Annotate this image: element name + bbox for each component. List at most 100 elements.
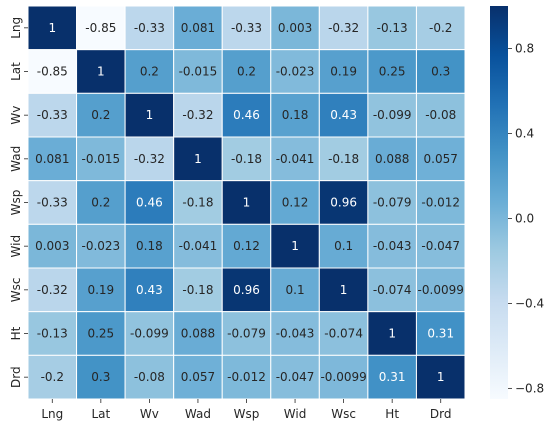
cell-value-label-Lng-Lat: -0.85	[85, 21, 116, 35]
heatmap-cell-Wid-Wad	[173, 223, 223, 269]
cell-value-label-Wsc-Drd: -0.0099	[418, 283, 464, 297]
y-axis: Lng Lat Wv Wad Wsp Wid Wsc Ht Drd	[9, 17, 28, 388]
cell-value-label-Ht-Wad: 0.088	[181, 327, 215, 341]
cell-value-label-Lng-Lng: 1	[48, 21, 56, 35]
heatmap-cell-Ht-Wsp	[221, 311, 272, 356]
y-tick-label-Lat: Lat	[9, 62, 23, 81]
cell-value-label-Drd-Wad: 0.057	[181, 370, 215, 384]
heatmap-cell-Lng-Wid	[270, 5, 320, 51]
heatmap-cell-Drd-Wsc	[318, 354, 369, 400]
heatmap-cell-Drd-Wv	[124, 354, 175, 400]
cell-value-label-Wid-Wv: 0.18	[136, 239, 163, 253]
cell-value-label-Wad-Lat: -0.015	[81, 152, 120, 166]
heatmap-cell-Drd-Wid	[270, 354, 320, 400]
cell-value-label-Wid-Wsc: 0.1	[334, 239, 353, 253]
cell-value-label-Wv-Wsp: 0.46	[233, 108, 260, 122]
heatmap-cell-Wid-Wsp	[221, 223, 272, 269]
colorbar: 0.8 0.4 0.0 −0.4 −0.8	[490, 6, 544, 399]
heatmap-cell-Wid-Lat	[76, 223, 126, 269]
heatmap-cell-Wv-Wad	[173, 92, 223, 138]
cell-value-label-Lng-Wsc: -0.32	[328, 21, 359, 35]
cell-value-label-Wsp-Wad: -0.18	[182, 196, 213, 210]
cell-value-label-Wid-Ht: -0.043	[373, 239, 412, 253]
cell-value-label-Lat-Drd: 0.3	[431, 65, 450, 79]
y-tick-label-Wid: Wid	[9, 235, 23, 258]
colorbar-tick-label-3: −0.4	[515, 296, 544, 310]
cell-value-label-Lat-Lng: -0.85	[37, 65, 68, 79]
heatmap-cell-Wad-Lng	[27, 136, 78, 182]
cell-value-label-Wsc-Wid: 0.1	[286, 283, 305, 297]
heatmap-cell-Wv-Lng	[27, 92, 78, 138]
cell-value-label-Lng-Ht: -0.13	[377, 21, 408, 35]
heatmap-cells	[27, 5, 466, 400]
cell-value-label-Drd-Ht: 0.31	[379, 370, 406, 384]
cell-value-label-Ht-Ht: 1	[388, 327, 396, 341]
heatmap-cell-Ht-Wad	[173, 311, 223, 356]
cell-value-label-Wv-Wsc: 0.43	[330, 108, 357, 122]
heatmap-cell-Drd-Wad	[173, 354, 223, 400]
cell-value-label-Ht-Wid: -0.043	[276, 327, 315, 341]
cell-value-label-Ht-Lat: 0.25	[87, 327, 114, 341]
cell-value-label-Wsc-Lat: 0.19	[87, 283, 114, 297]
x-tick-label-Ht: Ht	[385, 407, 399, 421]
cell-value-label-Wsc-Wad: -0.18	[182, 283, 213, 297]
cell-value-label-Lng-Wv: -0.33	[134, 21, 165, 35]
heatmap-cell-Wid-Wid	[270, 223, 320, 269]
x-tick-label-Drd: Drd	[430, 407, 452, 421]
heatmap-cell-Lat-Wv	[124, 49, 175, 94]
cell-value-label-Wsc-Lng: -0.32	[37, 283, 68, 297]
x-tick-label-Lng: Lng	[41, 407, 63, 421]
cell-value-label-Wsc-Wsc: 1	[340, 283, 348, 297]
cell-value-label-Wid-Wid: 1	[291, 239, 299, 253]
heatmap-cell-Wsp-Lng	[27, 180, 78, 225]
cell-value-label-Wid-Wad: -0.041	[179, 239, 218, 253]
cell-value-label-Wid-Drd: -0.047	[421, 239, 460, 253]
y-tick-label-Ht: Ht	[9, 326, 23, 340]
heatmap-cell-Wsp-Wad	[173, 180, 223, 225]
y-tick-label-Wv: Wv	[9, 106, 23, 125]
cell-value-label-Wv-Ht: -0.099	[373, 108, 412, 122]
heatmap-cell-Wsc-Lng	[27, 267, 78, 313]
y-tick-label-Wsc: Wsc	[9, 277, 23, 302]
cell-value-label-Lat-Wad: -0.015	[179, 65, 218, 79]
heatmap-cell-Ht-Wid	[270, 311, 320, 356]
heatmap-cell-Wid-Ht	[367, 223, 417, 269]
x-axis: Lng Lat Wv Wad Wsp Wid Wsc Ht Drd	[41, 399, 452, 421]
cell-value-label-Wv-Lng: -0.33	[37, 108, 68, 122]
cell-value-label-Wad-Wv: -0.32	[134, 152, 165, 166]
cell-value-label-Lng-Drd: -0.2	[429, 21, 452, 35]
cell-value-label-Wsp-Lat: 0.2	[91, 196, 110, 210]
colorbar-tick-label-0: 0.8	[515, 41, 534, 55]
x-tick-label-Wad: Wad	[185, 407, 211, 421]
cell-value-label-Drd-Lng: -0.2	[41, 370, 64, 384]
cell-value-label-Lat-Ht: 0.25	[379, 65, 406, 79]
cell-value-label-Wv-Wad: -0.32	[182, 108, 213, 122]
cell-value-label-Wad-Drd: 0.057	[424, 152, 458, 166]
y-tick-label-Wsp: Wsp	[9, 190, 23, 216]
heatmap-cell-Drd-Drd	[415, 354, 466, 400]
cell-value-label-Drd-Wsp: -0.012	[227, 370, 266, 384]
cell-value-label-Lng-Wad: 0.081	[181, 21, 215, 35]
heatmap-cell-Wid-Wv	[124, 223, 175, 269]
cell-value-label-Wid-Lat: -0.023	[81, 239, 120, 253]
cell-value-label-Lat-Lat: 1	[97, 65, 105, 79]
x-tick-label-Wsc: Wsc	[331, 407, 356, 421]
cell-value-label-Ht-Wsc: -0.074	[324, 327, 363, 341]
heatmap-cell-Drd-Lat	[76, 354, 126, 400]
y-tick-label-Drd: Drd	[9, 366, 23, 388]
cell-value-label-Ht-Wv: -0.099	[130, 327, 169, 341]
heatmap-cell-Lat-Drd	[415, 49, 466, 94]
cell-value-label-Drd-Lat: 0.3	[91, 370, 110, 384]
cell-value-label-Lng-Wsp: -0.33	[231, 21, 262, 35]
heatmap-cell-Ht-Wsc	[318, 311, 369, 356]
heatmap-cell-Drd-Lng	[27, 354, 78, 400]
cell-value-label-Wsc-Wsp: 0.96	[233, 283, 260, 297]
heatmap-cell-Wad-Drd	[415, 136, 466, 182]
heatmap-cell-Ht-Wv	[124, 311, 175, 356]
heatmap-cell-Wid-Lng	[27, 223, 78, 269]
x-tick-label-Lat: Lat	[91, 407, 110, 421]
heatmap-cell-Wid-Drd	[415, 223, 466, 269]
cell-value-label-Drd-Wv: -0.08	[134, 370, 165, 384]
heatmap-cell-Wv-Drd	[415, 92, 466, 138]
heatmap-cell-Lat-Wsc	[318, 49, 369, 94]
